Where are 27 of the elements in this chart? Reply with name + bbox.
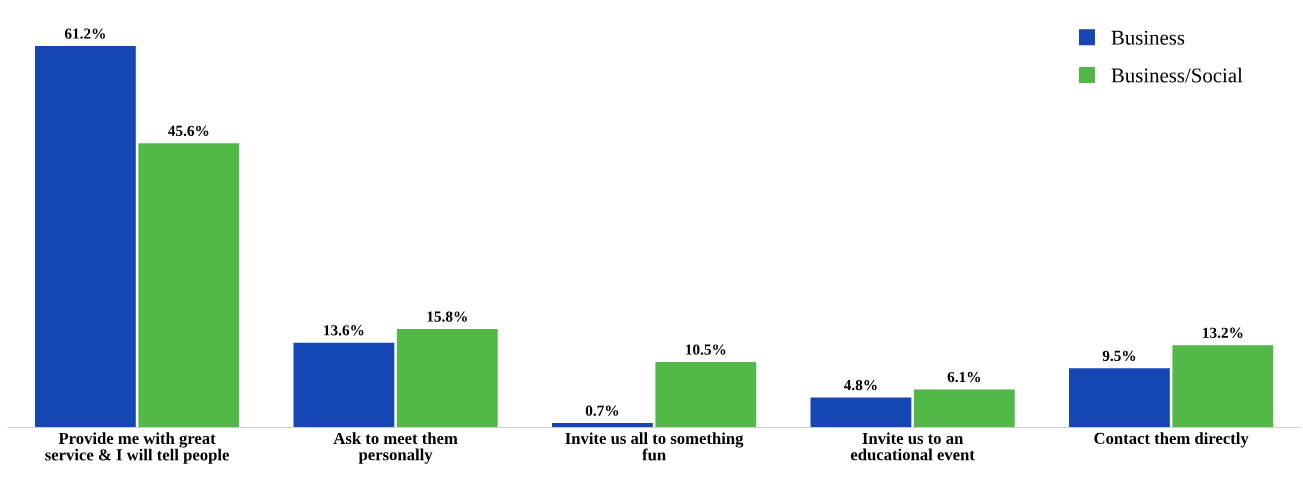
data-label: 15.8% — [427, 311, 467, 322]
bar — [396, 328, 498, 428]
x-tick-label: Invite us to an educational event — [850, 432, 975, 461]
bar — [293, 342, 395, 428]
data-label: 61.2% — [64, 28, 105, 39]
legend-label: Business/Social — [1111, 67, 1243, 83]
data-label: 45.6% — [167, 125, 209, 137]
data-label: 9.5% — [1102, 350, 1136, 362]
x-tick-label: Provide me with great service & I will tell people — [45, 432, 229, 464]
data-label: 6.1% — [947, 371, 981, 383]
x-tick-label: Ask to meet them personally — [333, 432, 458, 464]
data-label: 4.8% — [843, 379, 877, 391]
bar — [913, 389, 1015, 428]
bar — [655, 362, 757, 428]
x-tick-label: Contact them directly — [1094, 432, 1249, 448]
data-label: 10.5% — [686, 344, 726, 355]
bar — [1069, 368, 1170, 428]
data-label: 13.6% — [324, 325, 364, 336]
bar — [1172, 345, 1274, 428]
bar — [551, 423, 653, 428]
bar — [34, 46, 136, 428]
bar — [810, 397, 912, 428]
data-label: 0.7% — [585, 405, 619, 416]
bar — [138, 143, 240, 428]
legend-label: Business — [1111, 30, 1185, 45]
data-label: 13.2% — [1203, 327, 1243, 338]
x-tick-label: Invite us all to something fun — [565, 432, 744, 461]
